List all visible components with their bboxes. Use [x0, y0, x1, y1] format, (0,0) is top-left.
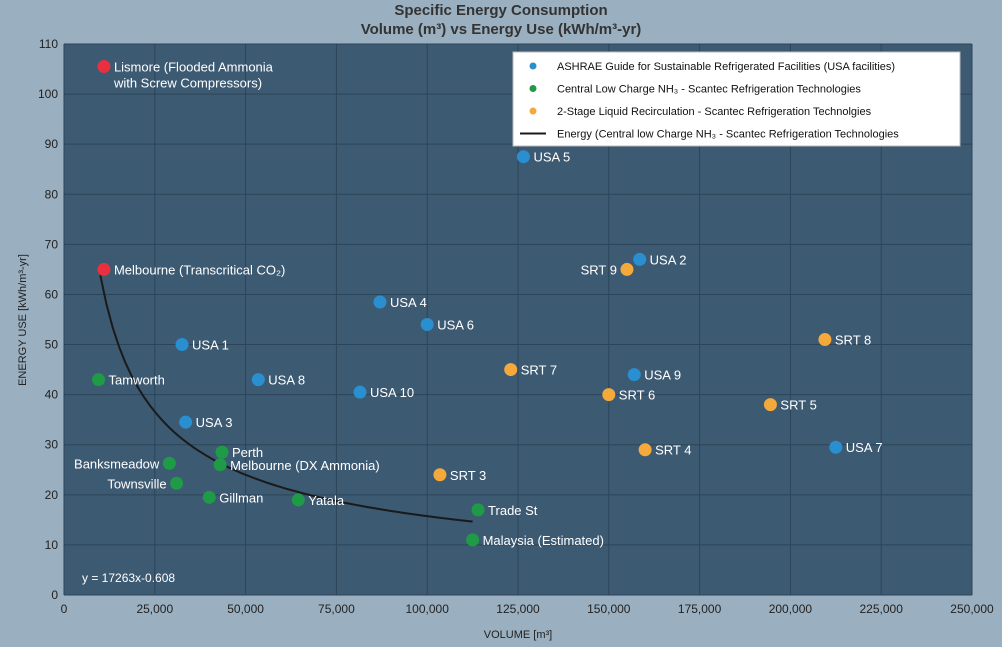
- data-point-label: USA 1: [192, 338, 229, 353]
- x-tick-label: 200,000: [769, 602, 813, 616]
- data-point: [92, 373, 106, 387]
- y-tick-label: 90: [45, 137, 59, 151]
- data-point: [504, 363, 518, 377]
- y-tick-label: 0: [51, 588, 58, 602]
- data-point-label: USA 6: [437, 318, 474, 333]
- data-point: [97, 60, 111, 74]
- axis-ticks: 0 10 20 30 40 50 60 70 80 90 100 110 0 25,000 50,000 75…: [38, 37, 994, 616]
- chart-subtitle: Volume (m³) vs Energy Use (kWh/m³-yr): [361, 21, 642, 38]
- data-point: [97, 262, 111, 276]
- data-point: [471, 503, 485, 517]
- data-point-label: Yatala: [308, 493, 345, 508]
- data-point: [162, 456, 176, 470]
- data-point-label: USA 2: [650, 252, 687, 267]
- data-point-label: USA 8: [268, 373, 305, 388]
- y-tick-label: 40: [45, 388, 59, 402]
- legend-box: [512, 51, 961, 147]
- data-point: [627, 368, 641, 382]
- legend-entry-text: Central Low Charge NH₃ - Scantec Refrige…: [557, 84, 861, 96]
- data-point-label: Tamworth: [109, 373, 165, 388]
- x-tick-label: 250,000: [950, 602, 994, 616]
- x-tick-label: 75,000: [318, 602, 355, 616]
- legend-entry-text: 2-Stage Liquid Recirculation - Scantec R…: [557, 106, 872, 118]
- y-tick-label: 80: [45, 187, 59, 201]
- data-point-label: USA 9: [644, 368, 681, 383]
- data-point-label: Gillman: [219, 490, 263, 505]
- data-point-label: Perth: [232, 445, 263, 460]
- data-point: [175, 338, 189, 352]
- x-tick-label: 225,000: [860, 602, 904, 616]
- data-point-label: Banksmeadow: [74, 456, 160, 471]
- data-point-label: USA 10: [370, 385, 414, 400]
- data-point: [818, 333, 832, 347]
- data-point-label: Trade St: [488, 503, 538, 518]
- data-point: [829, 440, 843, 454]
- trendline-equation: y = 17263x-0.608: [82, 571, 175, 585]
- y-tick-label: 20: [45, 488, 59, 502]
- data-point-label: Melbourne (DX Ammonia): [230, 458, 380, 473]
- x-tick-label: 100,000: [406, 602, 450, 616]
- data-point-label: USA 4: [390, 295, 427, 310]
- data-point-label: SRT 8: [835, 333, 871, 348]
- data-point: [353, 385, 367, 399]
- legend-marker: [529, 85, 537, 92]
- data-point: [638, 443, 652, 457]
- legend-marker: [529, 62, 537, 70]
- y-tick-label: 70: [45, 237, 59, 251]
- data-point-label: SRT 7: [521, 363, 557, 378]
- data-point-label: Malaysia (Estimated): [483, 533, 604, 548]
- data-points: USA 1 USA 2 USA 3 USA 4 USA 5 USA 6 USA 7 USA 8…: [74, 60, 883, 548]
- data-point-label: SRT 4: [655, 443, 691, 458]
- data-point-label: Melbourne (Transcritical CO₂): [114, 262, 285, 277]
- data-point: [516, 150, 530, 164]
- data-point: [420, 318, 434, 332]
- data-point: [170, 476, 184, 490]
- legend-entry-text: Energy (Central low Charge NH₃ - Scantec…: [557, 129, 899, 141]
- data-point-label: USA 7: [846, 440, 883, 455]
- x-tick-label: 175,000: [678, 602, 722, 616]
- data-point-label: USA 3: [196, 415, 233, 430]
- y-axis-label: ENERGY USE [kWh/m³-yr]: [17, 254, 29, 386]
- data-point: [602, 388, 616, 402]
- data-point: [251, 373, 265, 387]
- x-axis-label: VOLUME [m³]: [484, 629, 552, 641]
- trendline: [99, 274, 473, 523]
- y-tick-label: 50: [45, 338, 59, 352]
- chart-title: Specific Energy Consumption: [394, 2, 607, 19]
- data-point: [620, 262, 634, 276]
- x-tick-label: 125,000: [496, 602, 540, 616]
- data-point: [213, 458, 227, 472]
- data-point: [633, 252, 647, 266]
- legend-entry-text: ASHRAE Guide for Sustainable Refrigerate…: [557, 61, 895, 73]
- data-point-label: SRT 3: [450, 468, 486, 483]
- y-tick-label: 30: [45, 438, 59, 452]
- y-tick-label: 60: [45, 287, 59, 301]
- data-point: [763, 398, 777, 412]
- legend-marker: [529, 107, 537, 115]
- data-point-label: SRT 6: [619, 388, 655, 403]
- x-tick-label: 50,000: [227, 602, 264, 616]
- data-point: [291, 493, 305, 507]
- data-point-label: with Screw Compressors): [113, 76, 262, 91]
- y-tick-label: 110: [39, 37, 58, 51]
- data-point-label: Lismore (Flooded Ammonia: [114, 60, 274, 75]
- data-point: [433, 468, 447, 482]
- data-point-label: USA 5: [533, 150, 570, 165]
- x-tick-label: 150,000: [587, 602, 631, 616]
- data-point: [202, 490, 216, 504]
- y-tick-label: 100: [38, 87, 58, 101]
- x-tick-label: 0: [61, 602, 68, 616]
- data-point: [373, 295, 387, 309]
- data-point-label: SRT 9: [581, 262, 617, 277]
- y-tick-label: 10: [45, 538, 59, 552]
- legend: ASHRAE Guide for Sustainable Refrigerate…: [512, 51, 961, 147]
- data-point: [179, 415, 193, 429]
- data-point: [215, 445, 229, 459]
- data-point: [466, 533, 480, 547]
- x-tick-label: 25,000: [136, 602, 173, 616]
- data-point-label: Townsville: [107, 476, 166, 491]
- data-point-label: SRT 5: [780, 398, 816, 413]
